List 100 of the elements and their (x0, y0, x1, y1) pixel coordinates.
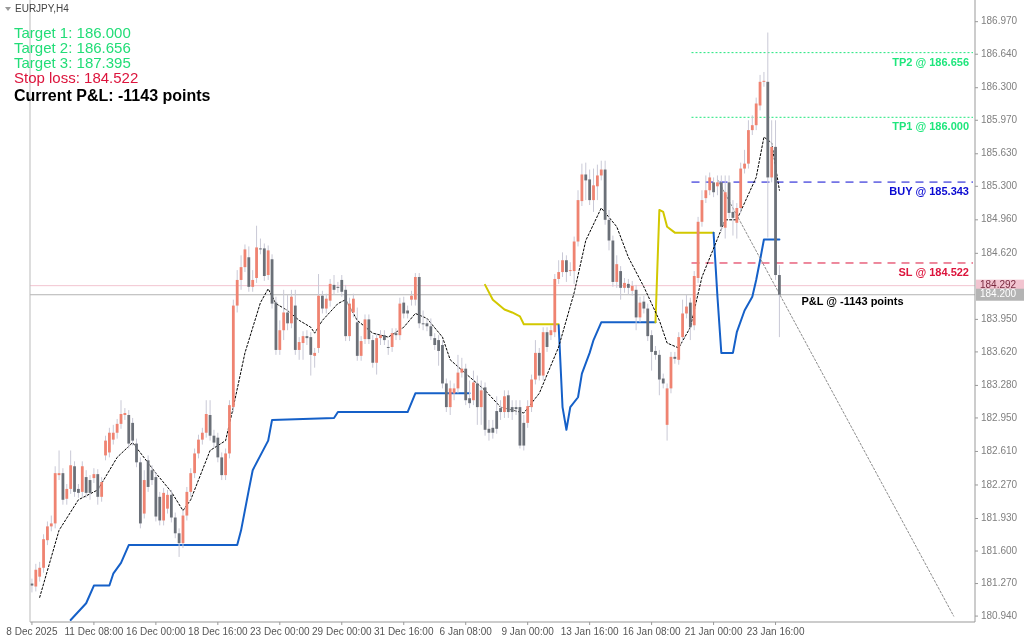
y-tick-label: 186.640 (981, 47, 1018, 59)
x-tick-label: 23 Dec 00:00 (250, 626, 310, 637)
y-tick-label: 181.930 (981, 512, 1018, 524)
x-tick-label: 9 Jan 00:00 (501, 626, 555, 637)
candlestick (278, 319, 282, 356)
candlestick (444, 378, 448, 413)
ref-line-label: 184.200 (980, 288, 1017, 300)
candlestick (716, 174, 719, 196)
candlestick (169, 489, 173, 523)
y-tick-label: 181.600 (981, 544, 1018, 556)
candlestick (735, 202, 739, 240)
x-tick-label: 13 Jan 16:00 (560, 626, 619, 637)
candlestick (135, 438, 138, 468)
y-tick-label: 182.610 (981, 445, 1018, 457)
y-tick-label: 180.940 (981, 609, 1018, 621)
x-tick-label: 16 Jan 08:00 (622, 626, 681, 637)
candlestick (309, 331, 313, 377)
y-tick-label: 183.620 (981, 345, 1018, 357)
candlestick (677, 331, 681, 366)
candlestick (429, 317, 433, 341)
x-tick-label: 23 Jan 16:00 (746, 626, 805, 637)
candlestick (34, 563, 38, 592)
candlestick (615, 254, 619, 289)
y-tick-label: 183.280 (981, 379, 1018, 391)
y-tick-label: 186.300 (981, 81, 1018, 93)
candlestick (506, 389, 510, 419)
ref-line-label: BUY @ 185.343 (889, 185, 969, 198)
candlestick (65, 483, 69, 506)
candlestick (537, 347, 541, 381)
annotation: P&L @ -1143 points (801, 294, 904, 307)
candlestick (286, 294, 289, 331)
candlestick (100, 476, 104, 503)
y-tick-label: 186.970 (981, 15, 1018, 27)
chart-title: EURJPY,H4 (15, 3, 70, 14)
candlestick (778, 264, 781, 338)
candlestick (475, 375, 479, 426)
candlestick (104, 435, 107, 461)
ref-line-label: TP1 @ 186.000 (892, 120, 969, 133)
y-tick-label: 184.620 (981, 246, 1018, 258)
line-series (712, 231, 781, 354)
y-tick-label: 185.970 (981, 113, 1018, 125)
candlestick (197, 434, 200, 459)
candlestick (592, 168, 595, 213)
line-series (39, 136, 780, 598)
x-tick-label: 16 Dec 00:00 (126, 626, 187, 637)
ref-line-label: 184.292 (980, 279, 1017, 291)
candlestick (685, 294, 688, 319)
ref-line-label: SL @ 184.522 (898, 265, 969, 278)
y-tick-label: 183.950 (981, 313, 1018, 325)
x-tick-label: 29 Dec 00:00 (312, 626, 372, 637)
line-series (484, 283, 560, 326)
x-tick-label: 31 Dec 16:00 (373, 626, 434, 637)
candlestick (448, 379, 452, 416)
candlestick (495, 395, 499, 435)
candlestick (328, 278, 332, 308)
line-series (654, 208, 715, 324)
candlestick (708, 172, 712, 196)
candlestick (193, 448, 196, 479)
candlestick (510, 399, 514, 421)
candlestick (216, 432, 220, 463)
candlestick (108, 427, 111, 458)
y-tick-label: 185.300 (981, 179, 1018, 191)
y-tick-label: 181.270 (981, 577, 1018, 589)
y-tick-label: 184.960 (981, 213, 1018, 225)
candlestick (565, 254, 568, 283)
x-tick-label: 8 Dec 2025 (6, 626, 58, 637)
candlestick (681, 299, 684, 343)
candlestick (220, 451, 224, 481)
candlestick (561, 251, 564, 278)
candlestick (313, 347, 317, 369)
line-series (557, 321, 657, 431)
annotation: Current P&L: -1143 points (14, 87, 211, 104)
ref-line-label: TP2 @ 186.656 (892, 55, 969, 68)
candlestick (712, 176, 715, 198)
candlestick (282, 289, 286, 341)
candlestick (743, 149, 746, 174)
candlestick (503, 389, 506, 419)
candlestick (69, 449, 73, 495)
candlestick (390, 327, 394, 353)
x-tick-label: 18 Dec 16:00 (188, 626, 249, 637)
candlestick (599, 160, 603, 181)
y-tick-label: 182.270 (981, 478, 1018, 490)
candlestick (96, 468, 100, 506)
candlestick (588, 169, 592, 206)
x-tick-label: 21 Jan 00:00 (684, 626, 743, 637)
candlestick (321, 290, 324, 314)
candlestick (84, 469, 88, 499)
candlestick (479, 379, 483, 426)
x-tick-label: 11 Dec 08:00 (64, 626, 124, 637)
candlestick (595, 164, 599, 201)
y-tick-label: 182.950 (981, 411, 1018, 423)
candlestick (557, 259, 561, 285)
candlestick (584, 162, 588, 201)
candlestick (472, 370, 475, 406)
x-tick-label: 6 Jan 08:00 (439, 626, 493, 637)
candlestick (204, 399, 208, 439)
y-tick-label: 185.630 (981, 147, 1018, 159)
candlestick (251, 269, 255, 293)
candlestick (131, 417, 135, 447)
annotation: Target 1: 186.000 (14, 24, 131, 41)
